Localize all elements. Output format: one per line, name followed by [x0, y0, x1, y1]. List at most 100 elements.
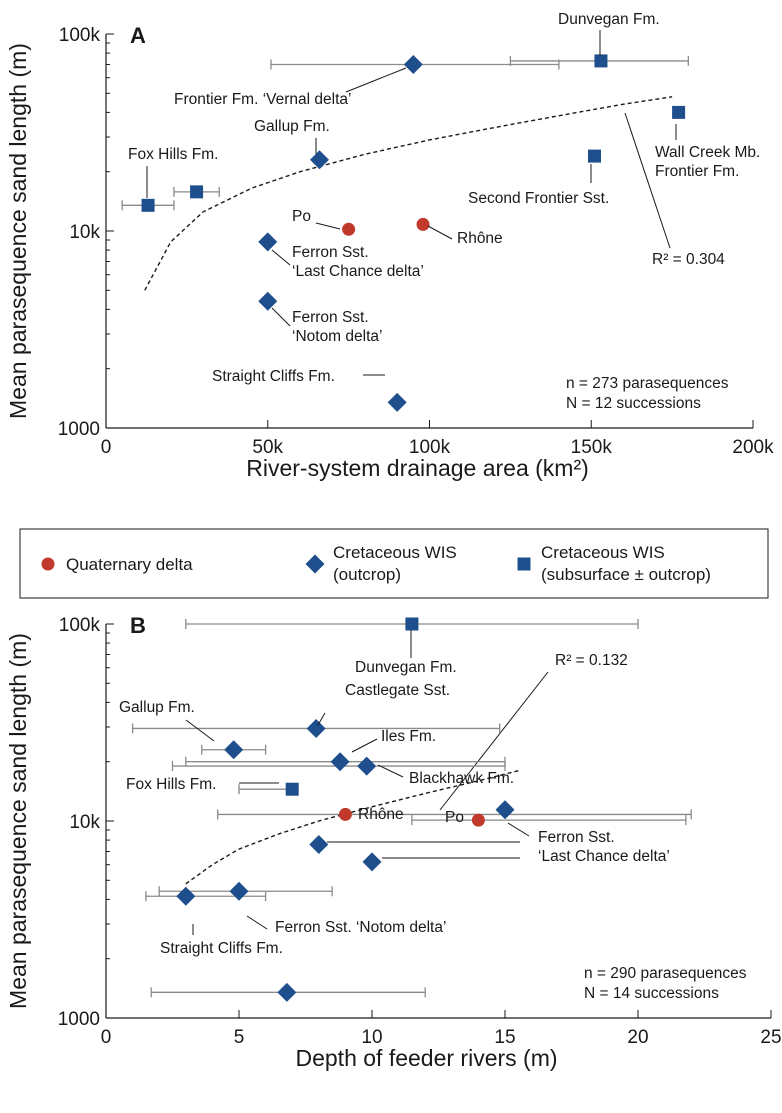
- r2-leader: [624, 112, 671, 249]
- data-point-diamond: [176, 886, 196, 906]
- legend: Quaternary delta Cretaceous WIS (outcrop) C…: [19, 528, 769, 599]
- label-leader: [427, 225, 453, 240]
- y-tick-label: 100k: [59, 615, 101, 636]
- point-label: Dunvegan Fm.: [355, 659, 457, 676]
- data-point-diamond: [362, 852, 382, 872]
- trend-line: [144, 96, 673, 291]
- data-point-diamond: [258, 291, 278, 311]
- sample-stat: n = 273 parasequences: [566, 375, 729, 392]
- data-point-square: [587, 149, 601, 163]
- data-point-square: [285, 782, 299, 796]
- point-label: ‘Last Chance delta’: [292, 263, 424, 280]
- label-leader: [317, 712, 326, 726]
- x-tick-label: 0: [101, 437, 112, 458]
- data-point-diamond: [309, 834, 329, 854]
- y-axis-title: Mean parasequence sand length (m): [5, 43, 31, 419]
- y-tick-label: 10k: [69, 222, 100, 243]
- data-point-diamond: [403, 55, 423, 75]
- r-squared-label: R² = 0.304: [652, 251, 725, 268]
- point-label: Fox Hills Fm.: [126, 776, 216, 793]
- data-point-diamond: [224, 740, 244, 760]
- x-tick-label: 15: [494, 1027, 515, 1048]
- x-tick-label: 10: [361, 1027, 382, 1048]
- y-tick-label: 1000: [58, 419, 100, 440]
- legend-label: Cretaceous WIS: [541, 543, 665, 562]
- x-tick-label: 50k: [252, 437, 283, 458]
- legend-label: (subsurface ± outcrop): [541, 565, 711, 584]
- point-label: Straight Cliffs Fm.: [212, 368, 335, 385]
- y-tick-label: 100k: [59, 25, 101, 46]
- point-label: Ferron Sst.: [292, 309, 369, 326]
- label-leader: [507, 822, 530, 837]
- legend-marker-circle: [41, 557, 55, 571]
- x-tick-label: 150k: [571, 437, 613, 458]
- point-label: ‘Notom delta’: [292, 328, 382, 345]
- point-label: Frontier Fm. ‘Vernal delta’: [174, 91, 351, 108]
- data-point-square: [672, 105, 686, 119]
- data-point-diamond: [306, 718, 326, 738]
- legend-label: Quaternary delta: [66, 555, 193, 574]
- data-point-diamond: [387, 392, 407, 412]
- point-label: Iles Fm.: [381, 728, 436, 745]
- data-point-diamond: [310, 150, 330, 170]
- label-leader: [345, 67, 407, 93]
- trend-line: [185, 770, 519, 885]
- point-label: Blackhawk Fm.: [409, 770, 514, 787]
- legend-box: [19, 528, 769, 599]
- legend-marker-square: [517, 557, 531, 571]
- label-leader: [246, 915, 268, 930]
- data-point-square: [405, 617, 419, 631]
- point-label: Rhône: [457, 230, 503, 247]
- legend-label: (outcrop): [333, 565, 401, 584]
- point-label: ‘Last Chance delta’: [538, 848, 670, 865]
- x-axis-title: River-system drainage area (km²): [246, 455, 589, 481]
- panel-a-chart: 1000 10k 100k 0 50k 100k 150k 200k River-system …: [5, 11, 774, 481]
- x-tick-label: 5: [234, 1027, 245, 1048]
- data-point-circle: [471, 813, 485, 827]
- point-label: Frontier Fm.: [655, 163, 739, 180]
- label-leader: [271, 249, 291, 266]
- y-tick-label: 1000: [58, 1009, 100, 1030]
- data-point-square: [141, 198, 155, 212]
- panel-b-chart: 1000 10k 100k 0 5 10 15 20 25 Depth of feeder riv…: [5, 613, 782, 1071]
- point-label: Po: [292, 208, 311, 225]
- point-label: Ferron Sst.: [538, 829, 615, 846]
- r2-leader: [439, 671, 549, 811]
- x-tick-label: 0: [101, 1027, 112, 1048]
- label-leader: [351, 738, 378, 753]
- legend-marker-diamond: [305, 554, 325, 574]
- point-label: Wall Creek Mb.: [655, 144, 760, 161]
- x-tick-label: 200k: [732, 437, 774, 458]
- y-tick-label: 10k: [69, 812, 100, 833]
- point-label: Ferron Sst.: [292, 244, 369, 261]
- data-point-diamond: [229, 881, 249, 901]
- panel-letter: B: [130, 613, 146, 638]
- point-label: Straight Cliffs Fm.: [160, 940, 283, 957]
- point-label: Gallup Fm.: [119, 699, 195, 716]
- data-point-circle: [342, 222, 356, 236]
- data-point-square: [594, 54, 608, 68]
- panel-letter: A: [130, 23, 146, 48]
- sample-stat: N = 14 successions: [584, 985, 719, 1002]
- sample-stat: n = 290 parasequences: [584, 965, 747, 982]
- label-leader: [185, 719, 215, 742]
- x-axis-title: Depth of feeder rivers (m): [295, 1045, 557, 1071]
- r-squared-label: R² = 0.132: [555, 652, 628, 669]
- data-point-diamond: [330, 752, 350, 772]
- data-point-diamond: [258, 232, 278, 252]
- sample-stat: N = 12 successions: [566, 395, 701, 412]
- point-label: Dunvegan Fm.: [558, 11, 660, 28]
- point-label: Po: [445, 809, 464, 826]
- point-label: Rhône: [358, 806, 404, 823]
- x-tick-label: 100k: [409, 437, 451, 458]
- x-tick-label: 20: [627, 1027, 648, 1048]
- data-point-circle: [338, 807, 352, 821]
- y-axis-title: Mean parasequence sand length (m): [5, 633, 31, 1009]
- label-leader: [315, 222, 341, 230]
- point-label: Gallup Fm.: [254, 118, 330, 135]
- label-leader: [377, 764, 404, 778]
- point-label: Second Frontier Sst.: [468, 190, 609, 207]
- data-point-circle: [416, 217, 430, 231]
- x-tick-label: 25: [760, 1027, 781, 1048]
